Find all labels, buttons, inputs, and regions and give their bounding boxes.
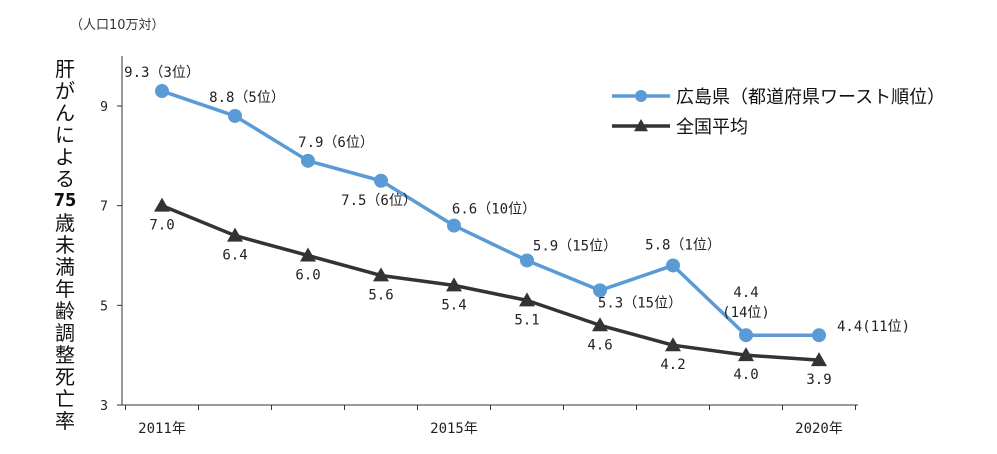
- data-label: 8.8（5位）: [209, 90, 285, 106]
- y-tick-label: 5: [100, 299, 108, 314]
- data-label: 6.0: [295, 268, 320, 284]
- data-point: [447, 218, 461, 233]
- data-point: [738, 347, 754, 362]
- legend-label: 広島県（都道府県ワースト順位）: [676, 87, 945, 108]
- data-point: [373, 267, 389, 282]
- data-point: [665, 337, 681, 352]
- data-point: [227, 227, 243, 242]
- y-axis-label-part-1: 肝がんによる: [55, 57, 75, 191]
- data-label: 5.4: [441, 297, 466, 313]
- data-label: 6.4: [222, 248, 247, 264]
- data-label: 5.9（15位）: [533, 238, 617, 254]
- data-point: [519, 292, 535, 307]
- data-point: [228, 108, 242, 123]
- data-label: 6.6（10位）: [452, 202, 536, 218]
- data-label: 7.0: [149, 218, 174, 234]
- data-label: 4.2: [660, 357, 685, 373]
- x-tick-label: 2020年: [795, 421, 843, 437]
- data-label: 9.3（3位）: [124, 65, 200, 81]
- data-label: 4.6: [587, 337, 612, 353]
- y-axis-label-part-2: 75: [53, 190, 77, 211]
- y-tick-label: 3: [100, 399, 108, 414]
- data-label: 3.9: [806, 372, 831, 388]
- data-label: 4.0: [733, 367, 758, 383]
- legend-label: 全国平均: [676, 117, 748, 138]
- data-point: [300, 247, 316, 262]
- y-axis-label-part-3: 歳未満年齢調整死亡率: [55, 211, 75, 433]
- data-point: [593, 283, 607, 298]
- data-label: 4.4 (14位): [722, 285, 770, 321]
- data-point: [520, 253, 534, 268]
- data-point: [154, 197, 170, 212]
- data-label: 5.8（1位）: [645, 237, 721, 253]
- data-label: 5.3（15位）: [598, 295, 682, 311]
- data-label: 7.5（6位）: [341, 193, 417, 209]
- data-point: [374, 173, 388, 188]
- data-label: 4.4(11位): [837, 319, 910, 335]
- legend-marker: [635, 90, 647, 102]
- series-line: [161, 89, 819, 337]
- data-point: [666, 258, 680, 273]
- data-point: [155, 84, 169, 99]
- unit-note: （人口10万対）: [70, 18, 165, 33]
- y-tick-label: 7: [100, 200, 108, 215]
- y-axis-label: 肝がんによる 75 歳未満年齢調整死亡率: [52, 58, 78, 432]
- data-label: 5.1: [514, 312, 539, 328]
- data-point: [446, 277, 462, 292]
- data-point: [592, 317, 608, 332]
- y-tick-label: 9: [100, 100, 108, 115]
- x-tick-label: 2011年: [138, 421, 186, 437]
- data-point: [301, 153, 315, 168]
- x-tick-label: 2015年: [430, 421, 478, 437]
- data-point: [739, 328, 753, 343]
- legend-marker: [634, 119, 648, 132]
- data-label: 5.6: [368, 287, 393, 303]
- data-point: [811, 352, 827, 367]
- data-point: [812, 328, 826, 343]
- data-label: 7.9（6位）: [298, 135, 374, 151]
- series-line: [161, 204, 820, 362]
